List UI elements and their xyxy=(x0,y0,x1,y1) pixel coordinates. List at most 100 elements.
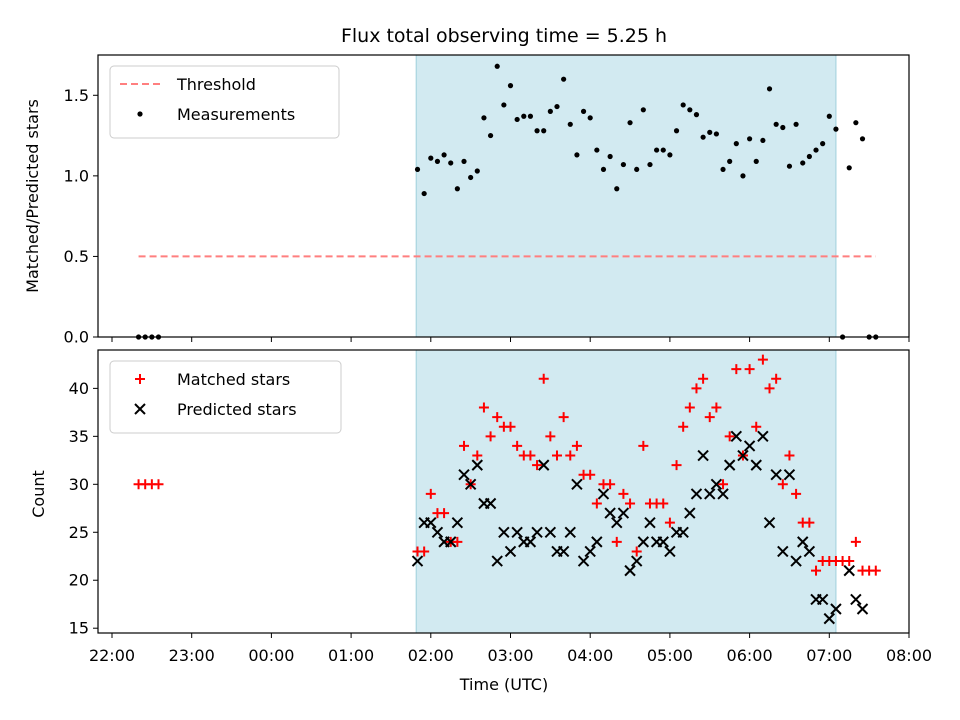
measurement-point xyxy=(813,147,819,153)
x-tick-label: 00:00 xyxy=(248,646,294,665)
x-tick-label: 07:00 xyxy=(806,646,852,665)
predicted-stars-point xyxy=(657,536,669,548)
matched-stars-point xyxy=(791,488,802,499)
top-y-tick-label: 1.0 xyxy=(64,166,89,185)
predicted-stars-point xyxy=(803,545,816,558)
bottom-observing-window xyxy=(415,349,837,634)
matched-stars-point xyxy=(658,498,669,509)
bottom-panel: 15 20 25 30 35 40 22:00 23:00 00:00 01:00 02:00 03:… xyxy=(69,349,932,665)
matched-stars-point xyxy=(492,412,503,423)
measurement-point xyxy=(454,186,460,192)
measurement-point xyxy=(514,116,520,123)
predicted-stars-point xyxy=(783,469,796,481)
measurement-point xyxy=(527,113,534,119)
predicted-stars-point xyxy=(797,536,809,548)
measurement-point xyxy=(620,161,627,168)
predicted-stars-point xyxy=(524,536,537,548)
measurement-point xyxy=(521,113,527,119)
predicted-stars-point xyxy=(564,526,576,538)
matched-stars-point xyxy=(478,402,489,413)
matched-stars-point xyxy=(664,517,675,528)
bottom-y-tick-label: 35 xyxy=(69,427,89,446)
predicted-stars-point xyxy=(816,593,829,606)
predicted-stars-point xyxy=(611,516,623,529)
measurement-point xyxy=(700,134,706,140)
predicted-stars-point xyxy=(830,603,842,615)
predicted-stars-point xyxy=(684,507,696,519)
predicted-stars-point xyxy=(697,449,709,462)
measurement-point xyxy=(680,102,686,108)
measurement-point xyxy=(494,63,500,69)
matched-stars-point xyxy=(784,450,795,461)
measurement-point xyxy=(753,158,759,164)
measurement-point xyxy=(554,103,560,110)
predicted-stars-point xyxy=(730,430,743,443)
x-tick-label: 03:00 xyxy=(487,646,533,665)
predicted-stars-point xyxy=(484,497,497,510)
matched-stars-point xyxy=(691,383,702,394)
predicted-stars-point xyxy=(704,488,716,500)
measurement-point xyxy=(667,152,673,158)
predicted-stars-point xyxy=(617,507,630,519)
predicted-stars-point xyxy=(677,526,689,538)
measurement-point xyxy=(733,141,739,147)
measurement-point xyxy=(587,115,593,121)
measurement-point xyxy=(627,120,633,126)
predicted-stars-point xyxy=(763,516,776,529)
predicted-stars-point xyxy=(717,488,729,500)
matched-stars-point xyxy=(532,460,543,471)
measurement-point xyxy=(713,131,719,137)
matched-stars-point xyxy=(551,450,562,461)
predicted-stars-point xyxy=(571,478,583,491)
predicted-stars-point xyxy=(743,440,756,452)
top-axes-frame xyxy=(97,54,910,338)
predicted-stars-point xyxy=(491,555,503,567)
matched-stars-point xyxy=(744,364,755,375)
measurement-point xyxy=(534,128,540,134)
x-tick-label: 23:00 xyxy=(169,646,215,665)
predicted-stars-point xyxy=(445,536,457,548)
predicted-stars-point xyxy=(770,469,782,481)
matched-stars-point xyxy=(811,565,822,576)
matched-stars-point xyxy=(605,479,616,490)
measurement-point xyxy=(428,155,434,161)
x-tick-label: 06:00 xyxy=(727,646,773,665)
measurement-point xyxy=(673,128,680,134)
measurement-point xyxy=(501,102,507,108)
top-y-tick-label: 0.0 xyxy=(64,328,89,347)
matched-stars-point xyxy=(585,469,596,480)
predicted-stars-point xyxy=(451,516,464,529)
measurement-point xyxy=(707,129,713,135)
measurement-point xyxy=(448,160,454,166)
predicted-stars-point xyxy=(737,449,749,462)
x-tick-label: 22:00 xyxy=(89,646,135,665)
top-observing-window xyxy=(415,54,837,338)
x-tick-label: 05:00 xyxy=(647,646,693,665)
measurement-point xyxy=(594,147,600,153)
measurement-point xyxy=(640,107,646,113)
measurement-point xyxy=(786,163,793,169)
matched-stars-point xyxy=(704,412,715,423)
predicted-stars-point xyxy=(425,516,437,529)
matched-stars-point xyxy=(439,508,450,519)
measurement-point xyxy=(727,158,733,164)
bottom-axes-frame xyxy=(97,349,910,634)
measurement-point xyxy=(487,132,494,139)
bottom-y-tick-label: 15 xyxy=(69,619,89,638)
measurement-point xyxy=(414,166,421,173)
x-tick-label: 02:00 xyxy=(408,646,454,665)
top-y-tick-label: 1.5 xyxy=(64,86,89,105)
matched-stars-point xyxy=(153,479,164,490)
measurement-point xyxy=(607,153,613,160)
bottom-legend: Matched stars Predicted stars xyxy=(109,360,342,434)
measurement-point xyxy=(846,165,852,171)
matched-stars-point xyxy=(525,450,536,461)
predicted-stars-point xyxy=(823,612,836,625)
chart-title: Flux total observing time = 5.25 h xyxy=(341,25,667,47)
legend-label: Predicted stars xyxy=(177,400,297,419)
predicted-stars-point xyxy=(630,555,643,567)
measurement-point xyxy=(580,108,587,114)
measurement-point xyxy=(547,108,553,114)
predicted-stars-point xyxy=(577,555,590,567)
